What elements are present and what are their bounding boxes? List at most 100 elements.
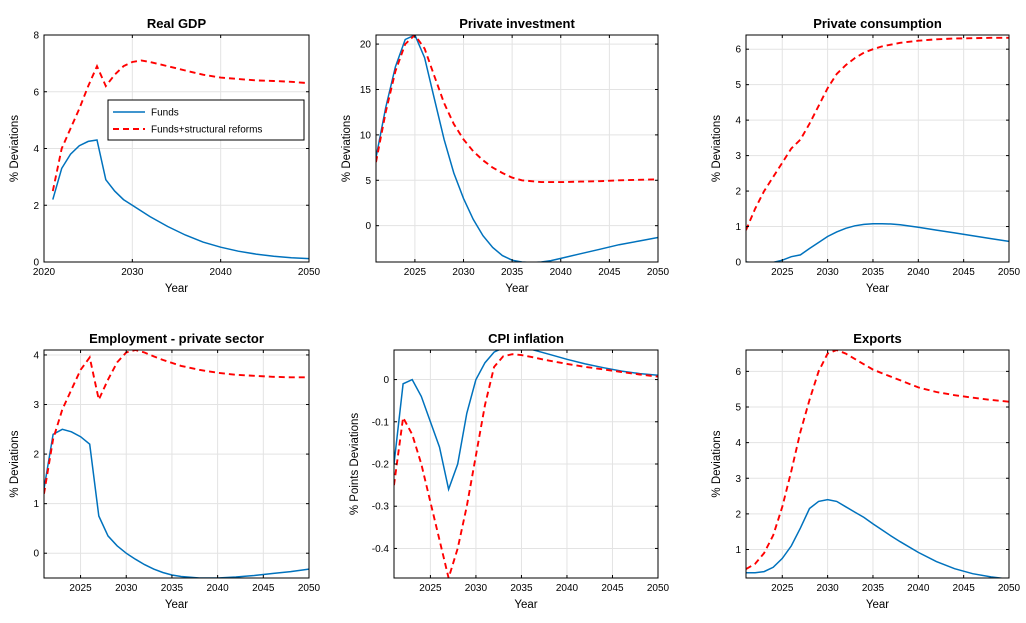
chart-title: Private consumption	[813, 16, 942, 31]
series-line-funds	[394, 350, 658, 493]
y-tick-label: 0	[735, 258, 741, 269]
y-tick-label: 4	[735, 116, 741, 127]
x-tick-label: 2035	[161, 583, 184, 594]
x-tick-label: 2045	[601, 583, 624, 594]
plot-area	[44, 350, 309, 578]
y-tick-label: 0	[383, 375, 389, 386]
x-tick-label: 2035	[862, 583, 885, 594]
y-tick-label: 2	[735, 509, 741, 520]
y-tick-label: 3	[33, 400, 39, 411]
x-tick-label: 2035	[510, 583, 533, 594]
x-tick-label: 2040	[210, 267, 233, 278]
y-tick-label: 4	[33, 350, 39, 361]
series-line-funds	[52, 139, 309, 260]
y-axis-label: % Deviations	[711, 430, 723, 497]
series-line-funds-structural-reforms	[51, 59, 309, 192]
chart-panel: 2025 2030 2035 2040 2045 2050 -0.4 -0.3 -0.2 -0.1…	[349, 331, 670, 611]
y-tick-label: 2	[735, 187, 741, 198]
x-tick-label: 2025	[771, 583, 794, 594]
x-tick-label: 2030	[115, 583, 138, 594]
y-tick-label: 2	[33, 450, 39, 461]
y-tick-label: 5	[735, 80, 741, 91]
chart-panel: 2025 2030 2035 2040 2045 2050 1 2 3 4 5 6 Exports Yea…	[711, 331, 1021, 611]
y-tick-label: 0	[33, 258, 39, 269]
y-tick-label: 6	[735, 367, 741, 378]
x-tick-label: 2030	[465, 583, 488, 594]
chart-title: Real GDP	[147, 16, 207, 31]
x-tick-label: 2025	[69, 583, 92, 594]
x-tick-label: 2050	[998, 267, 1021, 278]
chart-panel: 2025 2030 2035 2040 2045 2050 0 5 10 15 20 Private …	[341, 16, 670, 295]
axes-box	[745, 349, 1010, 579]
y-tick-label: 4	[735, 438, 741, 449]
plot-area	[376, 35, 658, 262]
chart-title: Employment - private sector	[89, 331, 264, 346]
x-tick-label: 2045	[598, 267, 621, 278]
y-tick-label: 2	[33, 201, 39, 212]
x-axis-label: Year	[165, 599, 188, 611]
y-tick-label: 3	[735, 474, 741, 485]
x-tick-label: 2025	[419, 583, 442, 594]
x-axis-label: Year	[505, 283, 528, 295]
y-tick-label: 5	[735, 403, 741, 414]
y-axis-label: % Deviations	[341, 115, 353, 182]
y-tick-label: 3	[735, 151, 741, 162]
y-tick-label: 20	[360, 40, 372, 51]
y-axis-label: % Deviations	[9, 115, 21, 182]
chart-panel: 2025 2030 2035 2040 2045 2050 0 1 2 3 4 Employment …	[9, 331, 321, 611]
x-tick-label: 2045	[252, 583, 275, 594]
y-tick-label: 6	[735, 45, 741, 56]
x-tick-label: 2030	[121, 267, 144, 278]
y-tick-label: -0.4	[372, 544, 390, 555]
y-tick-label: 1	[33, 499, 39, 510]
y-tick-label: 0	[365, 221, 371, 232]
x-tick-label: 2040	[907, 267, 930, 278]
axes-box	[375, 34, 659, 263]
x-tick-label: 2025	[404, 267, 427, 278]
x-tick-label: 2040	[556, 583, 579, 594]
legend: Funds Funds+structural reforms	[107, 99, 305, 141]
x-tick-label: 2050	[647, 267, 670, 278]
x-tick-label: 2030	[816, 267, 839, 278]
chart-panel: 2025 2030 2035 2040 2045 2050 0 1 2 3 4 5 6 Private c…	[711, 16, 1021, 295]
y-tick-label: 8	[33, 31, 39, 42]
axes-box	[745, 34, 1010, 263]
chart-panel: 2020 2030 2040 2050 0 2 4 6 8 Real GDP Year % Devia…	[9, 16, 321, 295]
chart-title: Private investment	[459, 16, 575, 31]
y-axis-label: % Deviations	[711, 115, 723, 182]
x-tick-label: 2040	[550, 267, 573, 278]
x-tick-label: 2050	[647, 583, 670, 594]
y-tick-label: -0.3	[372, 502, 390, 513]
x-tick-label: 2035	[862, 267, 885, 278]
plot-area	[746, 35, 1009, 262]
y-tick-label: -0.1	[372, 417, 390, 428]
y-tick-label: 5	[365, 176, 371, 187]
series-line-funds	[44, 428, 309, 578]
chart-title: Exports	[853, 331, 901, 346]
x-tick-label: 2040	[206, 583, 229, 594]
x-tick-label: 2030	[452, 267, 475, 278]
x-axis-label: Year	[866, 599, 889, 611]
x-tick-label: 2050	[298, 583, 321, 594]
series-line-funds-structural-reforms	[44, 350, 309, 494]
series-line-funds-structural-reforms	[376, 35, 658, 184]
y-axis-label: % Deviations	[9, 430, 21, 497]
series-line-funds	[376, 35, 658, 262]
x-axis-label: Year	[165, 283, 188, 295]
x-tick-label: 2040	[907, 583, 930, 594]
series-line-funds	[746, 222, 1009, 262]
series-line-funds-structural-reforms	[746, 36, 1009, 231]
x-tick-label: 2030	[816, 583, 839, 594]
x-tick-label: 2045	[953, 267, 976, 278]
plot-area	[746, 350, 1009, 578]
x-tick-label: 2035	[501, 267, 524, 278]
y-tick-label: 1	[735, 545, 741, 556]
legend-entry-label: Funds+structural reforms	[151, 125, 262, 136]
legend-box	[107, 99, 305, 141]
axes-box	[43, 349, 310, 579]
x-axis-label: Year	[514, 599, 537, 611]
y-tick-label: 6	[33, 87, 39, 98]
y-axis-label: % Points Deviations	[349, 413, 361, 516]
y-tick-label: 1	[735, 222, 741, 233]
